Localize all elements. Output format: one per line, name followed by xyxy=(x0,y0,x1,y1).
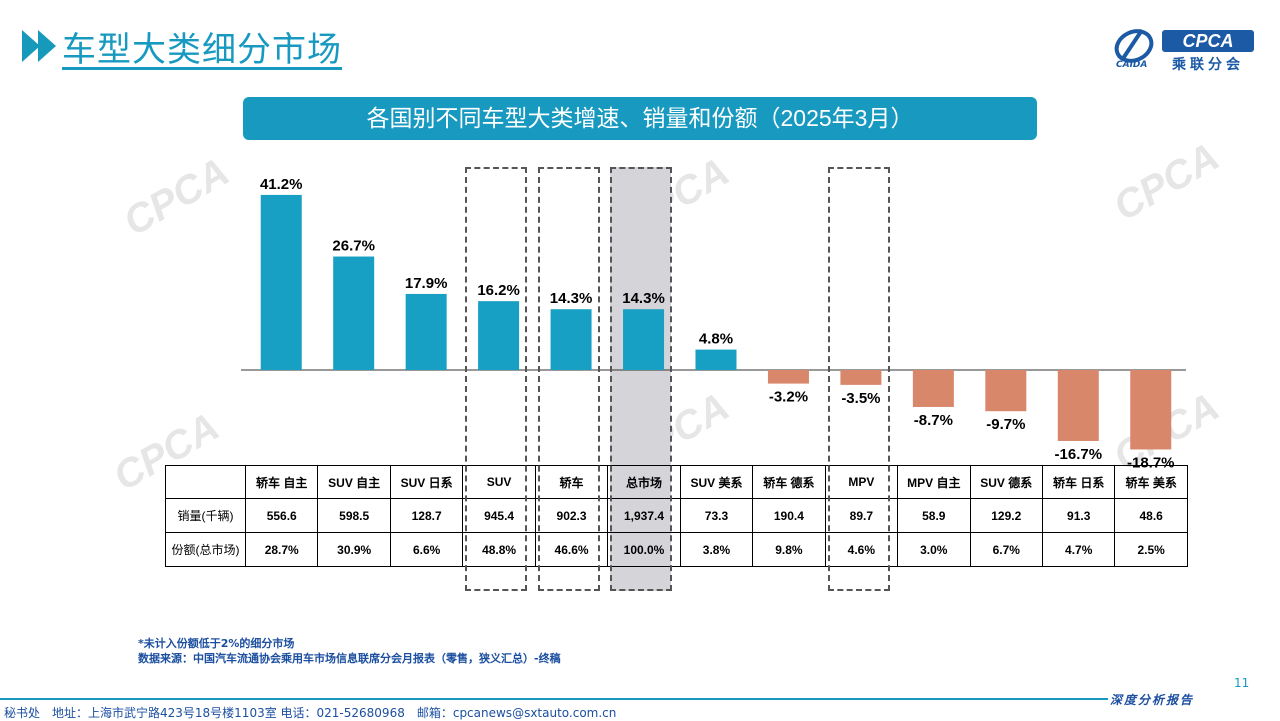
cpca-swirl-logo-icon xyxy=(1114,28,1154,63)
bar xyxy=(1057,370,1099,441)
table-cell: 28.7% xyxy=(244,532,319,567)
data-label: -8.7% xyxy=(914,412,953,429)
table-header-cell: SUV 德系 xyxy=(969,465,1043,499)
notes: *未计入份额低于2%的细分市场 数据来源：中国汽车流通协会乘用车市场信息联席分会… xyxy=(138,636,561,666)
chart-title: 各国别不同车型大类增速、销量和份额（2025年3月） xyxy=(243,97,1037,140)
table-cell: 6.6% xyxy=(389,532,464,567)
table-cell: 2.5% xyxy=(1114,532,1188,567)
data-label: -9.7% xyxy=(986,416,1025,433)
table-cell: 9.8% xyxy=(752,532,826,567)
data-label: -3.2% xyxy=(769,389,808,406)
table-cell: 945.4 xyxy=(462,498,536,533)
data-label: -16.7% xyxy=(1055,446,1103,463)
table-header-cell: SUV 日系 xyxy=(389,465,464,499)
table-cell: 556.6 xyxy=(244,498,319,533)
bar xyxy=(985,370,1027,412)
data-label: 14.3% xyxy=(550,290,593,307)
bar xyxy=(695,349,737,370)
footer-tag: 深度分析报告 xyxy=(1110,693,1195,707)
footer-address: 秘书处 地址：上海市武宁路423号18号楼1103室 电话：021-526809… xyxy=(4,706,617,720)
table-cell: 58.9 xyxy=(897,498,971,533)
table-cell: 100.0% xyxy=(607,532,681,567)
page-number: 11 xyxy=(1234,676,1250,690)
data-label: 14.3% xyxy=(622,290,665,307)
bar xyxy=(333,256,375,370)
logo-subtext: 乘联分会 xyxy=(1172,57,1244,73)
table-header-cell: 轿车 自主 xyxy=(244,465,319,499)
bar xyxy=(550,309,592,370)
logo-text: CPCA xyxy=(1162,30,1254,52)
dashed-box-suv xyxy=(465,167,527,591)
table-header-cell: 轿车 美系 xyxy=(1114,465,1188,499)
table-cell: 3.0% xyxy=(897,532,971,567)
bar xyxy=(840,370,882,385)
dashed-box-mpv xyxy=(828,167,890,591)
page-title: 车型大类细分市场 xyxy=(62,29,342,70)
data-label: 16.2% xyxy=(477,282,520,299)
table-header-cell: SUV xyxy=(462,465,536,499)
bar xyxy=(623,309,665,370)
data-label: 4.8% xyxy=(699,331,733,348)
data-label: 17.9% xyxy=(405,275,448,292)
table-cell: 48.6 xyxy=(1114,498,1188,533)
table-corner-cell xyxy=(165,465,246,499)
logo-small-text: CAIDA xyxy=(1116,60,1148,70)
footer-divider xyxy=(0,698,1108,700)
bar xyxy=(478,301,520,370)
table-cell: 129.2 xyxy=(969,498,1043,533)
table-cell: 73.3 xyxy=(679,498,754,533)
table-cell: 6.7% xyxy=(969,532,1043,567)
bar xyxy=(912,370,954,407)
table-cell: 190.4 xyxy=(752,498,826,533)
data-label: -3.5% xyxy=(841,390,880,407)
table-cell: 598.5 xyxy=(317,498,391,533)
data-table: 轿车 自主 SUV 自主 SUV 日系 SUV 轿车 总市场 SUV 美系 轿车 德系 MPV M… xyxy=(165,465,1188,567)
data-label: 26.7% xyxy=(332,238,375,255)
table-cell: 91.3 xyxy=(1041,498,1116,533)
table-cell: 902.3 xyxy=(534,498,609,533)
bar xyxy=(767,370,809,384)
table-cell: 46.6% xyxy=(534,532,609,567)
dashed-box-total xyxy=(610,167,672,591)
data-label: 41.2% xyxy=(260,176,303,193)
chevron-right-icon xyxy=(22,30,56,62)
table-row-label: 份额(总市场) xyxy=(165,532,246,567)
table-header-cell: SUV 美系 xyxy=(679,465,754,499)
bar xyxy=(260,194,302,370)
bar xyxy=(405,293,447,370)
table-header-cell: 轿车 德系 xyxy=(752,465,826,499)
table-header-cell: 轿车 日系 xyxy=(1041,465,1116,499)
dashed-box-sedan xyxy=(538,167,600,591)
table-cell: 128.7 xyxy=(389,498,464,533)
bar xyxy=(1130,370,1172,450)
page-header: 车型大类细分市场 xyxy=(22,22,342,70)
table-header-cell: MPV xyxy=(824,465,899,499)
table-header-cell: SUV 自主 xyxy=(317,465,391,499)
note-line: *未计入份额低于2%的细分市场 xyxy=(138,637,295,650)
source-line: 数据来源：中国汽车流通协会乘用车市场信息联席分会月报表（零售，狭义汇总）-终稿 xyxy=(138,652,561,665)
table-cell: 1,937.4 xyxy=(607,498,681,533)
table-cell: 4.7% xyxy=(1041,532,1116,567)
table-header-cell: MPV 自主 xyxy=(897,465,971,499)
table-cell: 3.8% xyxy=(679,532,754,567)
table-cell: 30.9% xyxy=(317,532,391,567)
table-row-label: 销量(千辆) xyxy=(165,498,246,533)
